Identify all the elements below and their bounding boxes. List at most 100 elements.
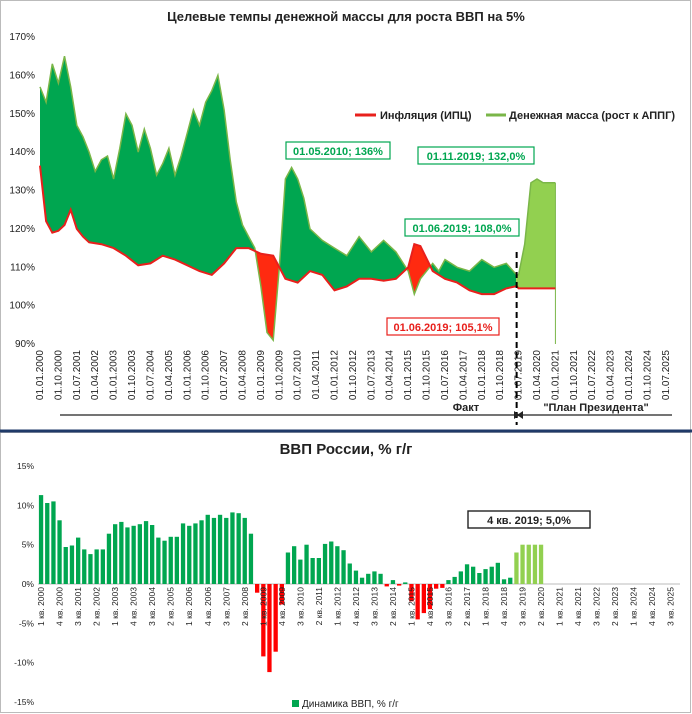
gdp-bar: [316, 558, 321, 584]
x-tick-label: 01.04.2008: [237, 350, 248, 400]
y-tick-label: 160%: [9, 70, 35, 81]
gdp-x-tick-label: 4 кв. 2000: [55, 587, 65, 626]
gdp-bar: [298, 559, 303, 584]
gdp-bar: [69, 545, 75, 584]
gdp-bar: [187, 525, 192, 584]
x-tick-label: 01.10.2009: [274, 350, 285, 400]
area-fill: [255, 249, 280, 341]
x-tick-label: 01.07.2007: [219, 350, 230, 400]
gdp-bar: [292, 546, 297, 584]
gdp-bar: [106, 533, 112, 584]
gdp-x-tick-label: 1 кв. 2003: [110, 587, 120, 626]
gdp-x-tick-label: 3 кв. 2004: [147, 587, 157, 626]
gdp-bar: [495, 562, 500, 584]
gdp-bar: [415, 584, 420, 620]
x-tick-label: 01.07.2004: [145, 350, 156, 400]
gdp-bar: [347, 563, 352, 584]
gdp-x-tick-label: 2 кв. 2008: [240, 587, 250, 626]
gdp-x-tick-label: 2 кв. 2005: [166, 587, 176, 626]
gdp-x-tick-label: 3 кв. 2019: [518, 587, 528, 626]
y-tick-label: 90%: [15, 339, 35, 350]
y-tick-label: 110%: [10, 262, 35, 273]
gdp-x-tick-label: 1 кв. 2021: [555, 587, 565, 626]
legend-swatch-gdp: [292, 700, 299, 707]
gdp-bar: [174, 536, 179, 584]
gdp-x-tick-label: 4 кв. 2018: [499, 587, 509, 626]
gdp-x-tick-label: 4 кв. 2024: [647, 587, 657, 626]
gdp-bar: [483, 569, 488, 584]
gdp-bar: [131, 525, 136, 584]
x-tick-label: 01.01.2015: [403, 350, 414, 400]
gdp-bar: [390, 580, 396, 584]
gdp-bar: [526, 544, 531, 584]
gdp-x-tick-label: 4 кв. 2006: [203, 587, 213, 626]
area-fill: [406, 244, 431, 294]
plan-label: "План Президента": [543, 402, 648, 414]
x-tick-label: 01.10.2018: [495, 350, 506, 400]
gdp-x-tick-label: 2 кв. 2002: [92, 587, 102, 626]
gdp-bar: [464, 564, 470, 584]
x-tick-label: 01.10.2000: [53, 350, 64, 400]
series-line-inflation: [39, 165, 556, 296]
gdp-bar: [45, 503, 50, 584]
gdp-x-tick-label: 3 кв. 2013: [369, 587, 379, 626]
x-tick-label: 01.10.2021: [569, 350, 580, 400]
gdp-bar: [427, 584, 433, 610]
gdp-bar: [63, 547, 68, 584]
gdp-y-tick-label: 5%: [22, 540, 35, 550]
gdp-x-tick-label: 1 кв. 2006: [184, 587, 194, 626]
gdp-x-tick-label: 4 кв. 2009: [277, 587, 287, 626]
gdp-bar: [230, 512, 235, 584]
gdp-bar: [125, 527, 130, 584]
area-fill: [516, 179, 556, 289]
gdp-x-tick-label: 1 кв. 2012: [332, 587, 342, 626]
x-tick-label: 01.04.2023: [606, 350, 617, 400]
gdp-bar: [82, 549, 87, 584]
gdp-y-tick-label: 0%: [22, 579, 35, 589]
gdp-bar: [452, 576, 457, 584]
gdp-bar: [501, 579, 507, 584]
gdp-bar: [273, 584, 278, 652]
y-tick-label: 100%: [9, 301, 35, 312]
gdp-bar: [162, 540, 167, 584]
x-tick-label: 01.01.2024: [624, 350, 635, 400]
gdp-bar: [329, 541, 334, 584]
gdp-bar: [267, 584, 272, 673]
area-fill: [430, 259, 517, 295]
y-tick-label: 170%: [9, 32, 35, 43]
area-fill: [40, 56, 255, 275]
x-tick-label: 01.01.2006: [182, 350, 193, 400]
gdp-y-tick-label: -10%: [14, 658, 34, 668]
gdp-bar: [384, 584, 389, 587]
gdp-bar: [341, 550, 346, 584]
x-tick-label: 01.04.2020: [532, 350, 543, 400]
gdp-bar: [156, 537, 161, 584]
gdp-bar: [205, 514, 210, 584]
gdp-bar: [193, 523, 198, 584]
gdp-x-tick-label: 3 кв. 2001: [73, 587, 83, 626]
gdp-bar: [335, 546, 340, 584]
gdp-bar: [508, 577, 513, 584]
gdp-y-tick-label: -15%: [14, 697, 34, 707]
gdp-bar: [255, 584, 260, 593]
gdp-x-tick-label: 1 кв. 2024: [629, 587, 639, 626]
annotation-box: [386, 317, 500, 336]
gdp-x-tick-label: 2 кв. 2011: [314, 587, 324, 626]
gdp-bar: [137, 524, 142, 584]
gdp-x-tick-label: 2 кв. 2023: [610, 587, 620, 626]
plan-arrow: [517, 411, 523, 419]
x-tick-label: 01.01.2003: [109, 350, 120, 400]
gdp-x-tick-label: 1 кв. 2018: [481, 587, 491, 626]
gdp-bar: [304, 544, 309, 584]
gdp-x-tick-label: 4 кв. 2021: [573, 587, 583, 626]
x-tick-label: 01.07.2001: [72, 350, 83, 400]
gdp-bar: [520, 544, 525, 584]
gdp-bar: [489, 566, 494, 584]
area-fill: [279, 167, 407, 291]
x-tick-label: 01.07.2022: [587, 350, 598, 400]
highlight-text: 4 кв. 2019; 5,0%: [487, 515, 571, 527]
x-tick-label: 01.01.2021: [550, 350, 561, 400]
gdp-y-tick-label: 10%: [17, 500, 34, 510]
